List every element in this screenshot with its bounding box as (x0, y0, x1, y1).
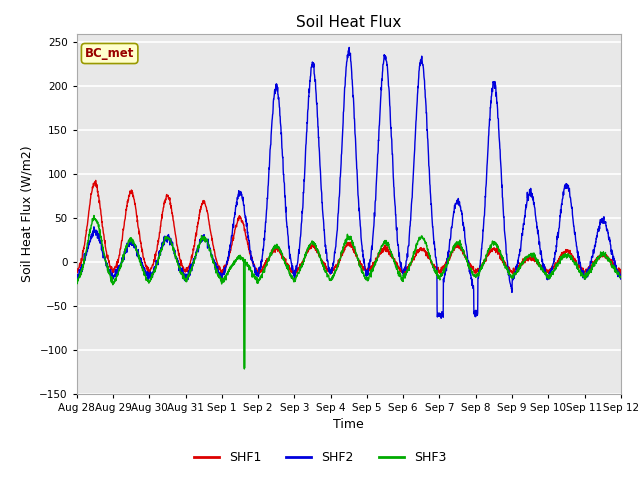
X-axis label: Time: Time (333, 418, 364, 431)
Legend: SHF1, SHF2, SHF3: SHF1, SHF2, SHF3 (189, 446, 451, 469)
Text: BC_met: BC_met (85, 47, 134, 60)
Y-axis label: Soil Heat Flux (W/m2): Soil Heat Flux (W/m2) (20, 145, 34, 282)
Title: Soil Heat Flux: Soil Heat Flux (296, 15, 401, 30)
